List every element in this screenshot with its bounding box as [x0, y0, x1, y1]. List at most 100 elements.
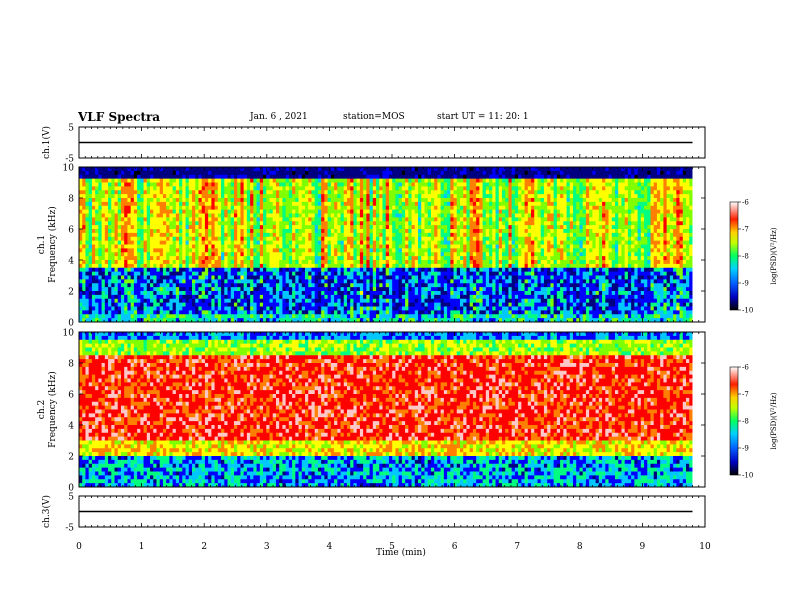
spectrogram-cell	[288, 283, 293, 288]
spectrogram-cell	[437, 194, 442, 199]
spectrogram-cell	[237, 271, 241, 276]
spectrogram-cell	[204, 201, 209, 207]
spectrogram-cell	[424, 271, 429, 276]
spectrogram-cell	[198, 186, 203, 191]
spectrogram-cell	[124, 240, 128, 245]
spectrogram-cell	[321, 201, 325, 207]
spectrogram-cell	[321, 170, 325, 176]
spectrogram-cell	[295, 240, 299, 245]
spectrogram-cell	[256, 267, 261, 273]
spectrogram-cell	[243, 298, 248, 304]
spectrogram-cell	[175, 275, 180, 280]
spectrogram-cell	[311, 213, 316, 218]
spectrogram-cell	[182, 232, 186, 238]
spectrogram-cell	[411, 182, 416, 187]
spectrogram-cell	[217, 271, 222, 276]
spectrogram-cell	[111, 225, 115, 230]
spectrogram-cell	[346, 318, 351, 323]
spectrogram-cell	[340, 213, 345, 218]
spectrogram-cell	[143, 170, 148, 176]
spectrogram-cell	[372, 294, 377, 300]
spectrogram-cell	[104, 232, 109, 238]
spectrogram-cell	[337, 283, 341, 288]
spectrogram-cell	[250, 310, 254, 315]
spectrogram-cell	[111, 205, 115, 211]
spectrogram-cell	[159, 167, 164, 172]
spectrogram-cell	[327, 248, 332, 253]
spectrogram-cell	[140, 240, 144, 245]
spectrogram-cell	[308, 298, 312, 304]
spectrogram-cell	[108, 232, 112, 238]
spectrogram-cell	[95, 263, 99, 269]
spectrogram-cell	[356, 174, 361, 180]
spectrogram-cell	[382, 229, 387, 234]
spectrogram-cell	[382, 201, 387, 207]
spectrogram-cell	[443, 198, 448, 203]
spectrogram-cell	[392, 267, 396, 273]
spectrogram-cell	[130, 209, 135, 214]
spectrogram-cell	[463, 213, 467, 218]
spectrogram-cell	[298, 267, 303, 273]
spectrogram-cell	[111, 201, 115, 207]
spectrogram-cell	[288, 209, 293, 214]
spectrogram-cell	[340, 298, 345, 304]
spectrogram-cell	[237, 275, 241, 280]
spectrogram-cell	[343, 229, 348, 234]
spectrogram-cell	[479, 256, 484, 261]
start-ut-label: start UT = 11: 20: 1	[437, 112, 529, 122]
spectrogram-cell	[353, 240, 358, 245]
spectrogram-cell	[388, 244, 393, 249]
spectrogram-cell	[217, 310, 222, 315]
spectrogram-cell	[130, 256, 135, 261]
spectrogram-cell	[292, 302, 296, 307]
spectrogram-cell	[463, 275, 467, 280]
spectrogram-cell	[250, 232, 254, 238]
spectrogram-cell	[211, 256, 216, 261]
spectrogram-cell	[91, 194, 96, 199]
spectrogram-cell	[418, 201, 422, 207]
spectrogram-cell	[466, 275, 471, 280]
spectrogram-cell	[127, 170, 132, 176]
spectrogram-cell	[127, 221, 132, 226]
spectrogram-cell	[120, 201, 125, 207]
spectrogram-cell	[447, 279, 451, 284]
spectrogram-cell	[263, 275, 267, 280]
spectrogram-cell	[253, 279, 257, 284]
spectrogram-cell	[98, 201, 102, 207]
spectrogram-cell	[463, 318, 467, 323]
spectrogram-cell	[356, 252, 361, 257]
spectrogram-cell	[230, 240, 235, 245]
spectrogram-cell	[111, 182, 115, 187]
spectrogram-cell	[317, 209, 322, 214]
spectrogram-cell	[311, 217, 316, 222]
spectrogram-cell	[166, 182, 170, 187]
spectrogram-cell	[460, 174, 464, 180]
spectrogram-cell	[175, 194, 180, 199]
spectrogram-cell	[259, 217, 264, 222]
spectrogram-cell	[266, 318, 270, 323]
spectrogram-cell	[172, 310, 177, 315]
spectrogram-cell	[246, 190, 251, 195]
spectrogram-cell	[450, 190, 454, 195]
spectrogram-cell	[305, 314, 309, 319]
spectrogram-cell	[117, 186, 122, 191]
spectrogram-cell	[346, 205, 351, 211]
spectrogram-cell	[146, 178, 151, 183]
spectrogram-cell	[246, 209, 251, 214]
spectrogram-cell	[282, 252, 287, 257]
spectrogram-cell	[156, 252, 161, 257]
spectrogram-cell	[382, 236, 387, 242]
spectrogram-cell	[117, 283, 122, 288]
spectrogram-cell	[246, 205, 251, 211]
spectrogram-cell	[476, 217, 480, 222]
spectrogram-cell	[463, 314, 467, 319]
spectrogram-cell	[79, 194, 83, 199]
spectrogram-cell	[179, 221, 183, 226]
spectrogram-cell	[250, 178, 254, 183]
spectrogram-cell	[259, 178, 264, 183]
spectrogram-cell	[366, 244, 370, 249]
spectrogram-cell	[363, 291, 367, 296]
spectrogram-cell	[185, 198, 190, 203]
spectrogram-cell	[211, 221, 216, 226]
spectrogram-cell	[230, 209, 235, 214]
